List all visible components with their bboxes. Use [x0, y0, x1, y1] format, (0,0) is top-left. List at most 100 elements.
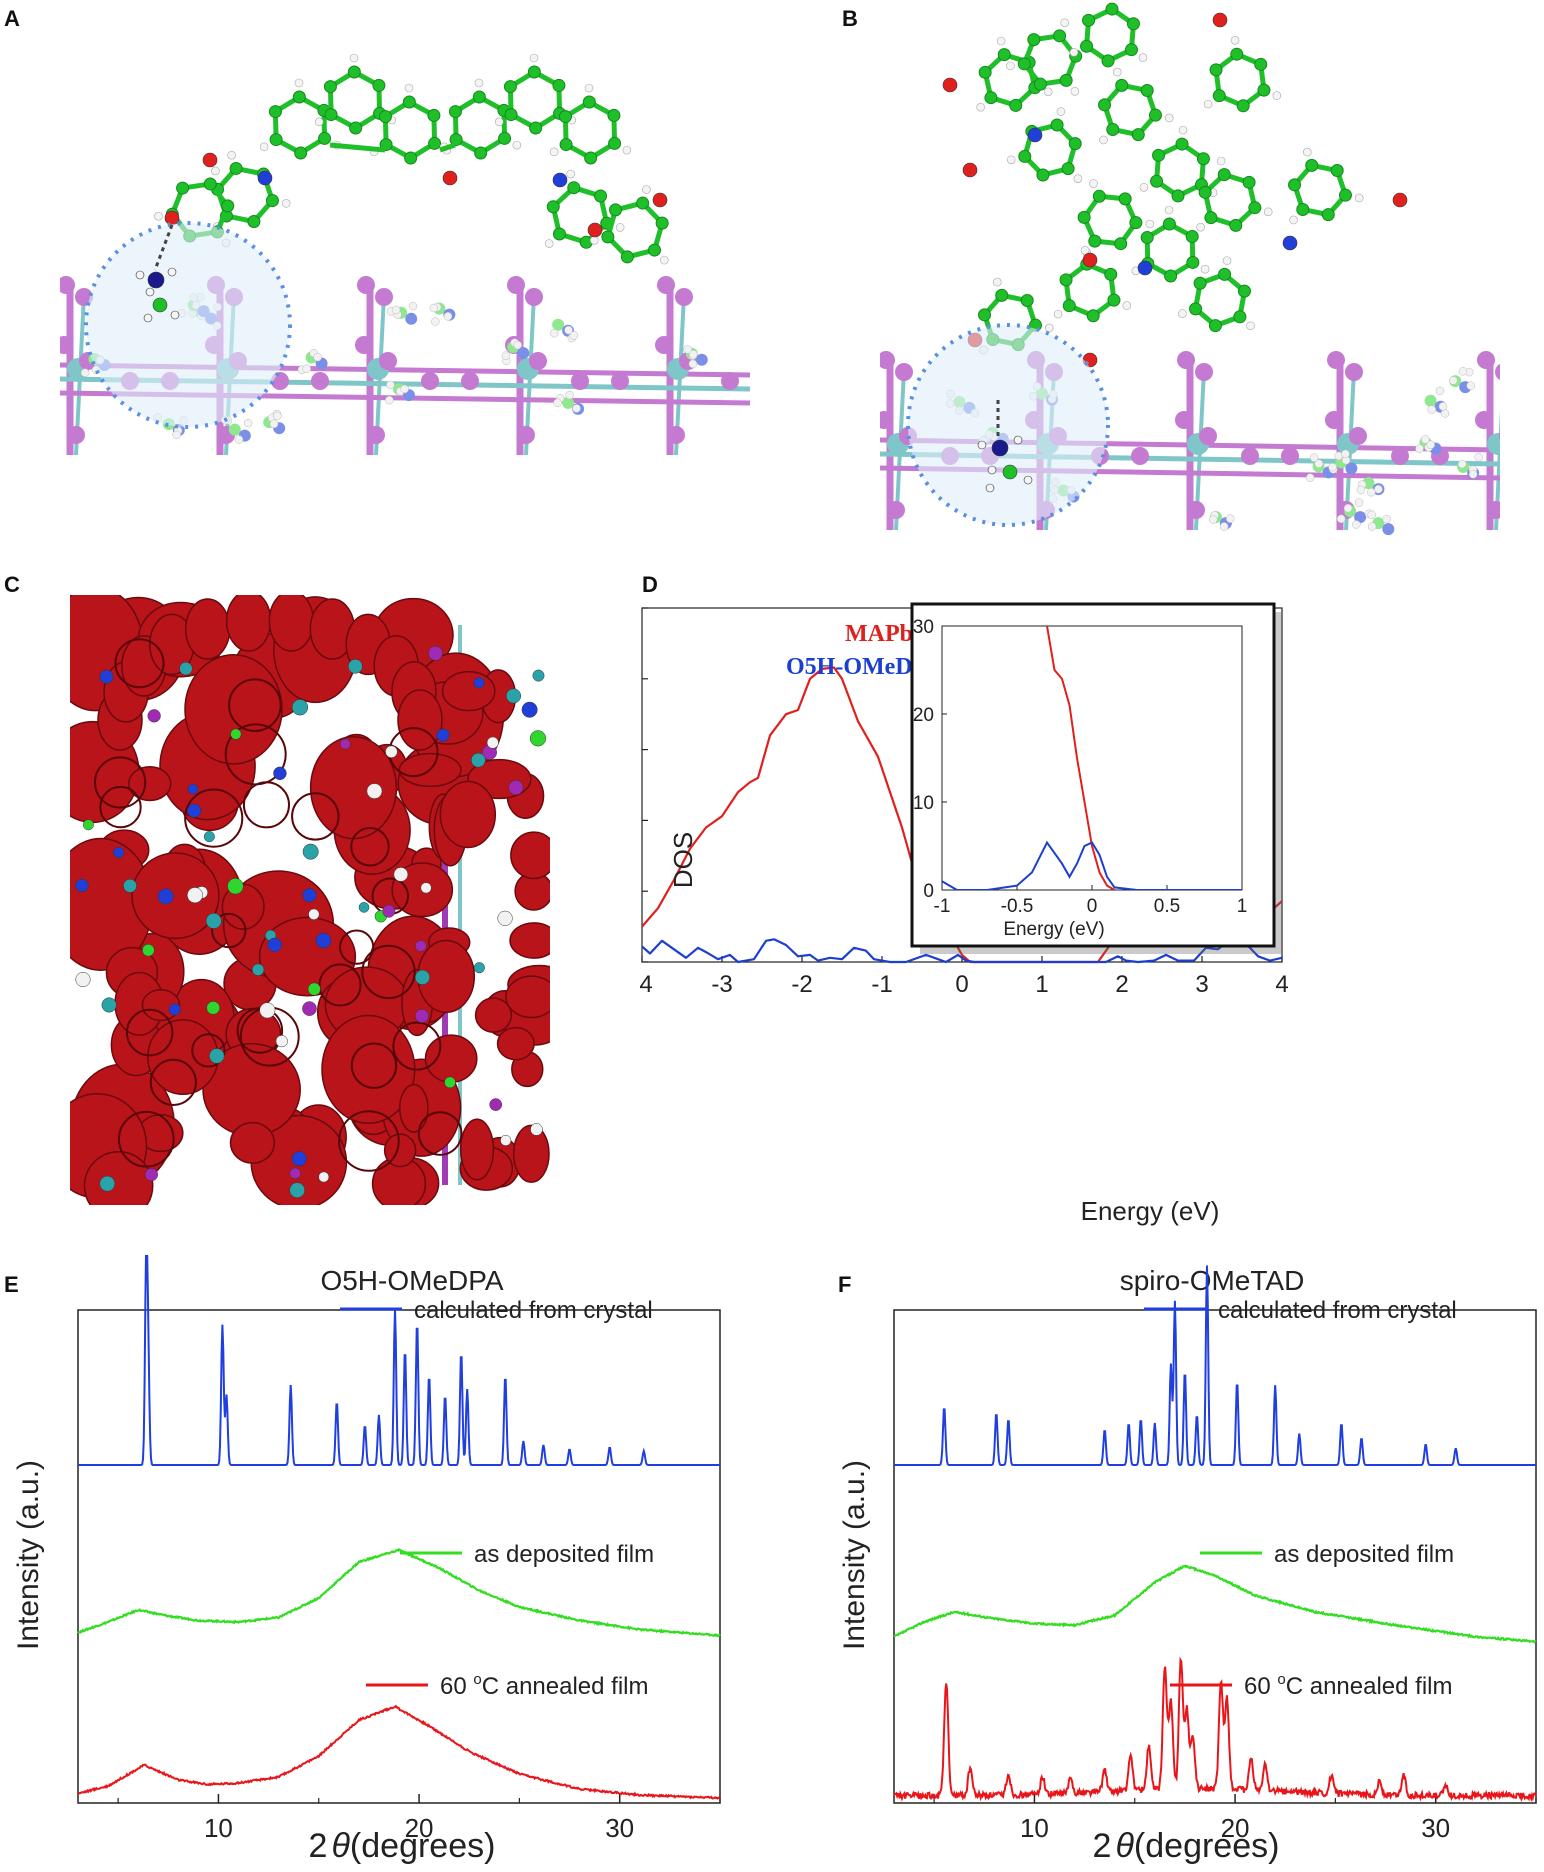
hydrogen-atom [529, 53, 539, 63]
density-contour [361, 944, 416, 1000]
nitrogen-atom [257, 170, 273, 186]
atom-sphere [308, 908, 320, 920]
xrd-e-ylabel: Intensity (a.u.) [12, 1460, 45, 1650]
hydrogen-atom [987, 465, 997, 475]
inset-x-tick-label: 0 [1087, 896, 1098, 917]
carbon-atom [984, 91, 998, 105]
carbon-atom [527, 65, 541, 79]
iodine-atom [1199, 427, 1217, 445]
atom-sphere [500, 1134, 512, 1146]
carbon-atom [228, 423, 241, 436]
carbon-atom [1254, 57, 1268, 71]
atom-sphere [209, 1048, 225, 1064]
atom-sphere [123, 878, 137, 893]
xrd-x-tick-label: 30 [605, 1813, 634, 1843]
hydrogen-atom [985, 483, 995, 493]
atom-sphere [157, 888, 174, 905]
hydrogen-atom [1341, 449, 1350, 459]
hydrogen-atom [234, 435, 244, 444]
hydrogen-atom [1080, 246, 1090, 255]
atom-sphere [302, 888, 317, 903]
iodine-atom [357, 276, 375, 294]
carbon-atom [1148, 108, 1162, 122]
oxygen-atom [962, 162, 978, 178]
hydrogen-atom [1458, 367, 1468, 376]
hydrogen-atom [80, 368, 90, 377]
charge-density-isosurface [70, 595, 550, 1205]
carbon-atom [1009, 98, 1023, 112]
hydrogen-atom [1099, 135, 1108, 145]
hydrogen-atom [1272, 91, 1282, 100]
atom-sphere [205, 912, 222, 929]
carbon-atom [1062, 299, 1076, 313]
dos-x-tick-label: 3 [1195, 971, 1208, 998]
density-contour [417, 1111, 463, 1156]
hydrogen-atom [1466, 381, 1475, 390]
hydrogen-atom [145, 287, 155, 297]
carbon-atom [1027, 33, 1041, 47]
hydrogen-atom [1200, 264, 1210, 274]
iodine-atom [657, 276, 675, 294]
carbon-atom [1193, 276, 1207, 290]
hydrogen-atom [1203, 99, 1213, 109]
xrd-f-xlabel: 2 θ(degrees) [1093, 1827, 1280, 1865]
density-contour [149, 1058, 197, 1106]
density-lobe [309, 736, 398, 840]
carbon-bond [329, 142, 386, 153]
hydrogen-atom [302, 364, 311, 373]
iodine-atom [1349, 427, 1367, 445]
inset-y-tick-label: 0 [923, 881, 934, 902]
density-lobe [258, 916, 357, 997]
atom-sphere [339, 738, 351, 750]
atom-sphere [144, 1167, 158, 1182]
carbon-atom [203, 177, 217, 191]
hydrogen-atom [584, 83, 594, 93]
iodine-atom [517, 426, 535, 444]
atom-sphere [420, 882, 432, 894]
density-lobe [505, 975, 550, 1019]
carbon-atom [567, 181, 581, 195]
carbon-atom [1105, 2, 1119, 16]
density-lobe [147, 1019, 219, 1096]
density-lobe [229, 1121, 276, 1164]
xrd-f-ylabel: Intensity (a.u.) [838, 1460, 871, 1650]
hydrogen-atom [1356, 485, 1366, 495]
carbon-atom [582, 95, 596, 109]
xrd-calculated-line [78, 1255, 720, 1466]
hydrogen-atom [589, 235, 599, 245]
density-contour [291, 792, 340, 841]
iodine-atom [887, 501, 905, 519]
iodine-atom [67, 426, 85, 444]
iodine-atom [1345, 363, 1363, 381]
density-lobe [441, 670, 496, 712]
carbon-atom [529, 121, 543, 135]
hydrogen-atom [1178, 309, 1187, 318]
iodine-atom [675, 288, 693, 306]
carbon-atom [1233, 310, 1247, 324]
hydrogen-atom [1122, 301, 1132, 310]
hydrogen-atom [1336, 514, 1346, 524]
hydrogen-atom [569, 331, 579, 340]
xrd-legend-label: 60 oC annealed film [1244, 1671, 1452, 1700]
hydrogen-atom [1468, 470, 1478, 479]
xrd-chart-e: O5H-OMeDPA 10 20 30 Intensity (a.u.) 2 θ(de… [12, 1255, 721, 1865]
carbon-atom [1248, 201, 1262, 215]
dos-series-line [641, 935, 1283, 964]
hydrogen-atom [1263, 207, 1273, 217]
hydrogen-atom [992, 277, 1002, 287]
hydrogen-atom [1164, 205, 1174, 215]
atom-sphere [508, 780, 524, 796]
iodine-atom [60, 276, 75, 294]
atom-sphere [142, 943, 155, 957]
carbon-atom [1185, 229, 1199, 243]
density-contour [191, 1033, 226, 1068]
methylammonium-a [135, 224, 180, 323]
hydrogen-atom [349, 53, 359, 63]
atom-sphere [113, 846, 125, 859]
density-contour [211, 912, 247, 949]
hydrogen-atom [1435, 386, 1445, 396]
atom-sphere [428, 645, 443, 661]
xrd-x-tick-label: 20 [405, 1813, 434, 1843]
hydrogen-atom [512, 140, 522, 150]
iodine-atom [1325, 411, 1343, 429]
